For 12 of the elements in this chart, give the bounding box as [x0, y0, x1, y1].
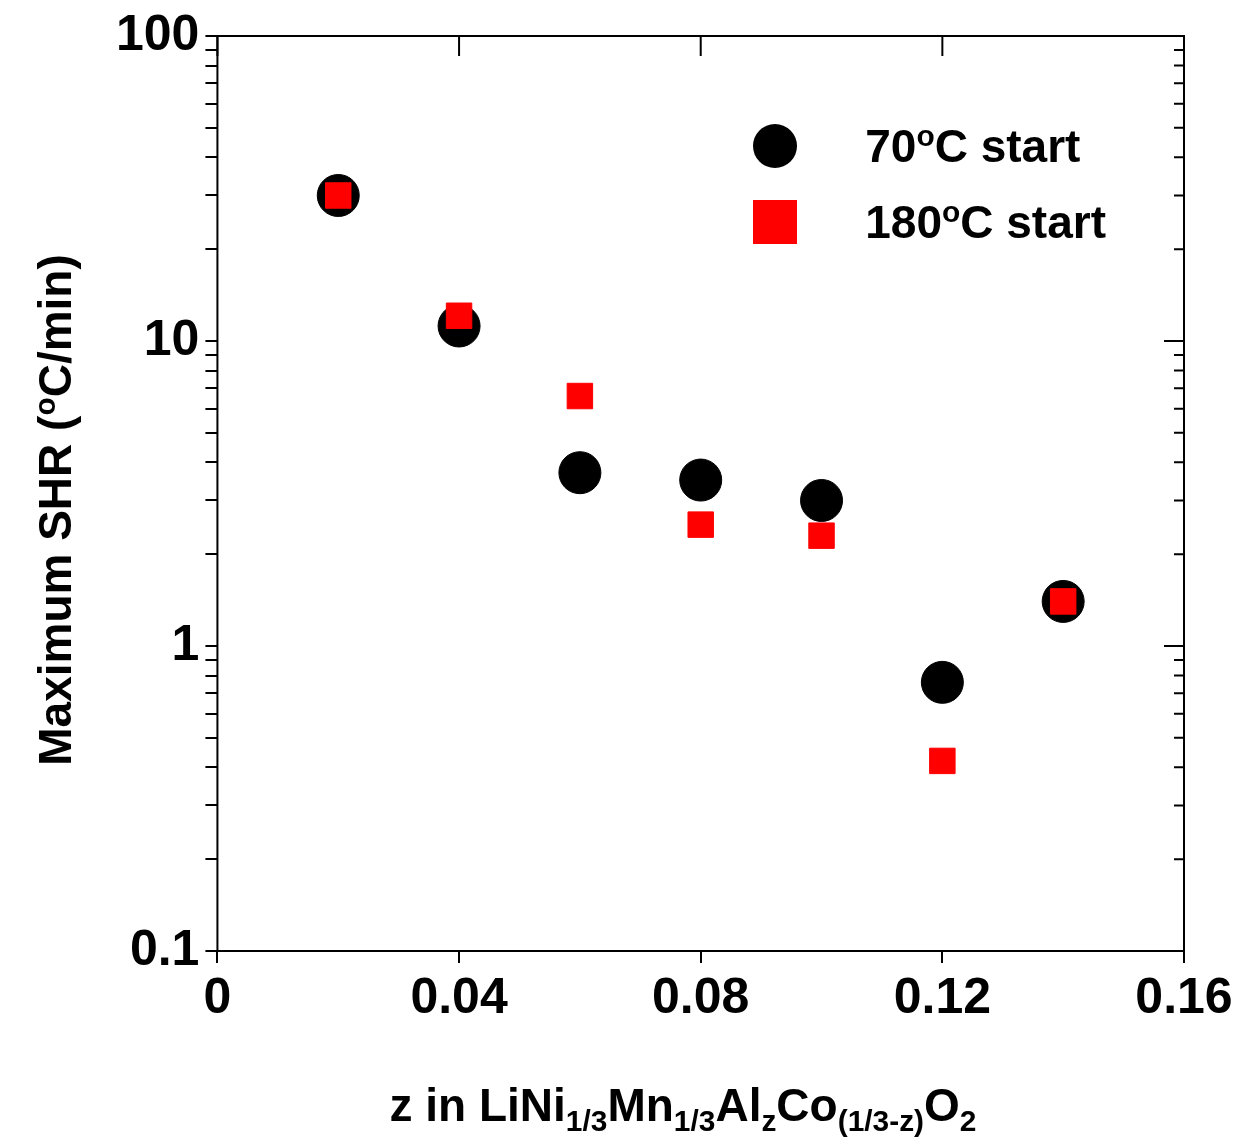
x-tick-label: 0.08: [652, 967, 750, 1024]
legend-label: 70$^{o}$C start: [865, 118, 1081, 174]
x-tick-label: 0.12: [893, 967, 992, 1024]
text: z in LiNi$_{1/3}$Mn$_{1/3}$Al$_{z}$Co$_{(1/3-z)}$O$_{2}$: [389, 1078, 977, 1138]
legend-label: 180$^{o}$C start: [865, 194, 1106, 250]
x-tick-label: 0.04: [410, 967, 508, 1024]
y-tick-label: 1: [171, 614, 200, 671]
y-tick-label: 10: [143, 309, 200, 366]
x-tick-label: 0.16: [1135, 967, 1233, 1024]
y-tick-label: 100: [115, 4, 200, 61]
y-tick-label: 0.1: [129, 919, 200, 976]
x-tick-label: 0: [203, 967, 232, 1024]
